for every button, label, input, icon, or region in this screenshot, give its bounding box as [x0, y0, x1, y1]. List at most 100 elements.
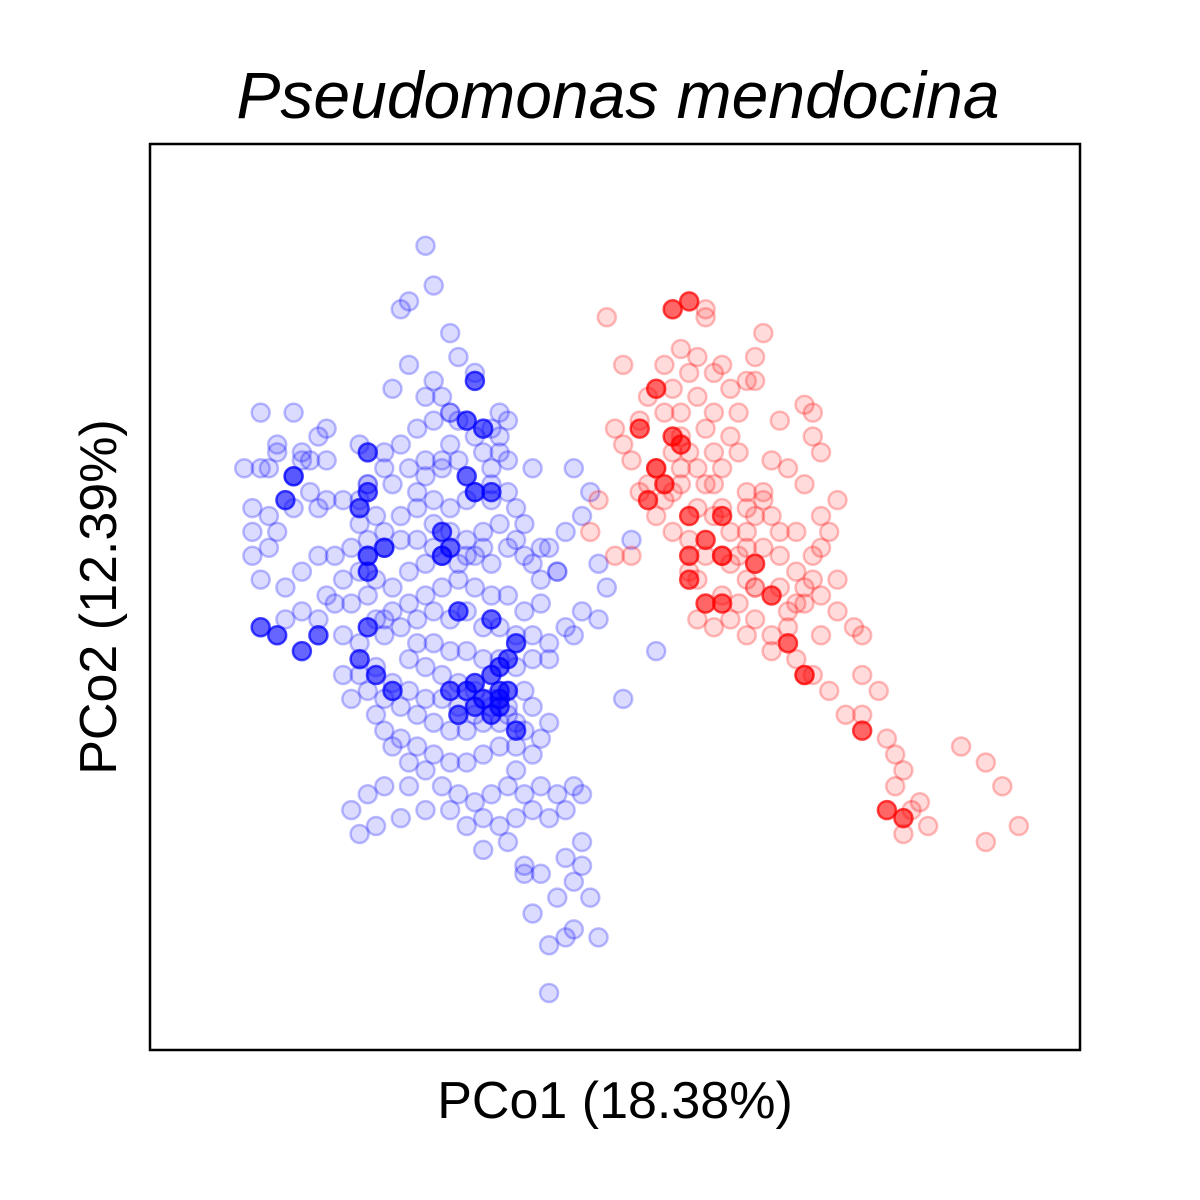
series-0-point-215 — [571, 855, 593, 877]
series-1-point-19 — [753, 481, 774, 503]
series-0-point-199 — [456, 815, 477, 837]
series-1-point-109 — [818, 521, 840, 543]
highlighted-1-point-5 — [670, 434, 692, 455]
series-0-point-251 — [489, 402, 510, 423]
series-0-point-146 — [456, 720, 477, 741]
series-1-point-83 — [992, 776, 1013, 797]
series-0-point-54 — [324, 545, 346, 567]
series-0-point-193 — [555, 799, 576, 821]
series-0-point-67 — [514, 513, 535, 535]
highlighted-0-point-41 — [357, 617, 379, 638]
series-0-point-22 — [406, 418, 428, 439]
series-0-point-42 — [308, 497, 329, 519]
series-1-point-70 — [818, 680, 840, 702]
series-0-point-131 — [439, 640, 461, 662]
series-1-point-121 — [786, 593, 807, 614]
highlighted-1-point-16 — [851, 720, 873, 741]
series-0-point-6 — [431, 386, 453, 408]
series-1-point-29 — [687, 609, 708, 630]
series-0-point-263 — [374, 609, 395, 630]
series-0-point-170 — [489, 736, 510, 757]
highlighted-0-point-5 — [357, 481, 379, 503]
series-0-point-124 — [555, 617, 576, 638]
series-0-point-235 — [596, 577, 618, 598]
series-1-point-114 — [851, 664, 873, 686]
series-1-point-8 — [720, 378, 741, 400]
series-1-point-25 — [777, 601, 799, 622]
series-1-point-6 — [612, 354, 634, 376]
series-1-point-14 — [802, 402, 824, 423]
series-0-point-252 — [497, 410, 519, 431]
highlighted-1-point-8 — [711, 505, 733, 527]
series-0-point-189 — [530, 776, 552, 797]
series-0-point-69 — [472, 521, 494, 543]
series-1-point-105 — [753, 489, 774, 511]
series-0-point-34 — [398, 458, 420, 479]
series-1-point-5 — [654, 354, 675, 376]
series-0-point-51 — [275, 577, 296, 598]
series-0-point-219 — [514, 863, 535, 885]
series-0-point-203 — [365, 815, 387, 837]
series-0-point-148 — [423, 712, 444, 733]
highlighted-0-point-1 — [456, 410, 477, 431]
series-1-point-115 — [868, 680, 889, 702]
series-1-point-1 — [695, 299, 716, 320]
series-0-point-230 — [382, 378, 403, 400]
highlighted-0-point-42 — [489, 680, 510, 702]
series-0-point-239 — [588, 553, 609, 574]
series-1-point-78 — [917, 815, 939, 837]
series-0-point-209 — [472, 839, 494, 861]
series-0-point-109 — [291, 601, 313, 622]
series-0-point-217 — [547, 887, 568, 908]
series-0-point-10 — [308, 426, 329, 447]
highlighted-0-point-40 — [250, 617, 271, 638]
series-1-point-89 — [588, 489, 609, 511]
series-0-point-207 — [374, 776, 395, 797]
series-1-point-125 — [670, 458, 692, 479]
series-0-point-113 — [374, 625, 395, 646]
series-1-point-52 — [728, 442, 749, 463]
series-0-point-13 — [266, 442, 288, 463]
series-0-point-220 — [580, 887, 601, 908]
series-0-point-3 — [439, 322, 461, 344]
series-0-point-0 — [415, 235, 436, 256]
series-1-point-120 — [761, 625, 782, 646]
highlighted-1-point-6 — [645, 458, 667, 479]
series-0-point-11 — [316, 418, 337, 439]
series-1-point-116 — [851, 625, 873, 646]
series-0-point-116 — [423, 601, 444, 622]
series-0-point-114 — [390, 617, 412, 638]
series-1-point-97 — [678, 362, 700, 384]
series-0-point-171 — [472, 744, 494, 765]
series-1-point-12 — [769, 410, 791, 431]
series-1-point-49 — [687, 458, 708, 479]
series-0-point-93 — [547, 561, 568, 582]
highlighted-0-point-15 — [431, 545, 453, 567]
series-0-point-213 — [555, 847, 576, 869]
series-0-point-103 — [382, 601, 403, 622]
series-0-point-180 — [398, 752, 420, 773]
series-0-point-99 — [448, 569, 469, 590]
x-axis-label: PCo1 (18.38%) — [437, 1072, 793, 1130]
series-0-point-125 — [538, 648, 560, 670]
series-0-point-259 — [332, 569, 354, 590]
series-0-point-90 — [530, 537, 552, 559]
series-1-point-21 — [786, 521, 807, 543]
series-1-point-16 — [802, 426, 824, 447]
series-0-point-236 — [571, 601, 593, 622]
highlighted-1-point-19 — [654, 473, 675, 495]
series-0-point-223 — [555, 927, 576, 948]
series-0-point-246 — [250, 458, 271, 479]
series-1-point-40 — [654, 402, 675, 423]
series-1-point-59 — [753, 537, 774, 559]
series-1-point-77 — [909, 791, 931, 813]
series-0-point-12 — [291, 442, 313, 463]
series-0-point-8 — [250, 402, 271, 423]
highlighted-0-point-36 — [382, 680, 403, 702]
series-0-point-238 — [547, 561, 568, 582]
series-0-point-198 — [472, 807, 494, 829]
series-0-point-159 — [415, 688, 436, 710]
series-0-point-68 — [489, 513, 510, 535]
series-0-point-172 — [456, 752, 477, 773]
highlighted-1-point-18 — [893, 807, 914, 829]
